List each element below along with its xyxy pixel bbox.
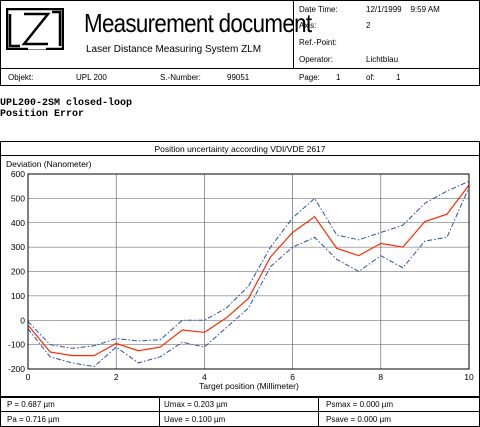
doc-subtitle: Laser Distance Measuring System ZLM [86, 44, 262, 55]
logo-graphic [5, 7, 65, 51]
tick-labels: 0 2 4 6 8 10 600 500 400 300 200 100 0 -100 -200 [8, 169, 474, 382]
stat-uave: Uave = 0.100 µm [164, 415, 226, 424]
y-tick-label: 0 [20, 315, 25, 325]
header-divider-horizontal [0, 68, 480, 69]
objekt-label: Objekt: [8, 73, 34, 82]
x-tick-label: 10 [464, 372, 474, 382]
chart-title-divider [0, 155, 480, 156]
y-tick-label: 100 [11, 291, 25, 301]
series [27, 180, 470, 368]
field-axis-label: Axis: [299, 21, 317, 30]
series-line-upper [27, 180, 470, 349]
footer-row-divider [0, 411, 480, 412]
test-kind: Position Error [0, 109, 85, 120]
stat-psmax: Psmax = 0.000 µm [326, 400, 394, 409]
zlm-logo [5, 7, 65, 51]
y-tick-label: 500 [11, 193, 25, 203]
header-divider-vertical [293, 0, 294, 68]
field-refpoint-label: Ref.-Point: [299, 38, 337, 47]
x-tick-label: 4 [202, 372, 207, 382]
footer-col-divider-2 [318, 397, 319, 427]
snumber-value: 99051 [227, 73, 250, 82]
chart-title: Position uncertainty according VDI/VDE 2… [154, 144, 326, 154]
y-axis-label: Deviation (Nanometer) [6, 159, 92, 169]
page-value: 1 [336, 73, 341, 82]
footer-col-divider-1 [159, 397, 160, 427]
field-operator-value: Lichtblau [366, 55, 399, 64]
field-date-value: 12/1/1999 9:59 AM [366, 5, 440, 14]
series-line-lower [27, 187, 470, 368]
stat-p: P = 0.687 µm [7, 400, 55, 409]
field-operator-label: Operator: [299, 55, 333, 64]
y-tick-label: 600 [11, 169, 25, 179]
snumber-label: S.-Number: [160, 73, 201, 82]
y-tick-label: 200 [11, 267, 25, 277]
grid [27, 173, 470, 370]
y-tick-label: -200 [8, 364, 25, 374]
y-tick-label: -100 [8, 340, 25, 350]
footer-table [0, 397, 480, 427]
objekt-value: UPL 200 [76, 73, 107, 82]
x-tick-label: 0 [26, 372, 31, 382]
doc-title: Measurement document [84, 8, 312, 38]
plot-area [27, 173, 470, 370]
of-label: of: [366, 73, 375, 82]
stat-umax: Umax = 0.203 µm [164, 400, 228, 409]
page-label: Page: [299, 73, 320, 82]
of-value: 1 [396, 73, 401, 82]
y-tick-label: 300 [11, 242, 25, 252]
series-line-mean [27, 184, 470, 357]
deviation-chart: Deviation (Nanometer) Target position (M… [6, 159, 474, 391]
x-axis-label: Target position (Millimeter) [199, 381, 299, 391]
x-tick-label: 6 [290, 372, 295, 382]
y-tick-label: 400 [11, 218, 25, 228]
field-date-label: Date Time: [299, 5, 338, 14]
x-tick-label: 8 [378, 372, 383, 382]
stat-psave: Psave = 0.000 µm [326, 415, 391, 424]
test-name: UPL200-2SM closed-loop [0, 98, 133, 109]
field-axis-value: 2 [366, 21, 371, 30]
x-tick-label: 2 [114, 372, 119, 382]
stat-pa: Pa = 0.716 µm [7, 415, 60, 424]
